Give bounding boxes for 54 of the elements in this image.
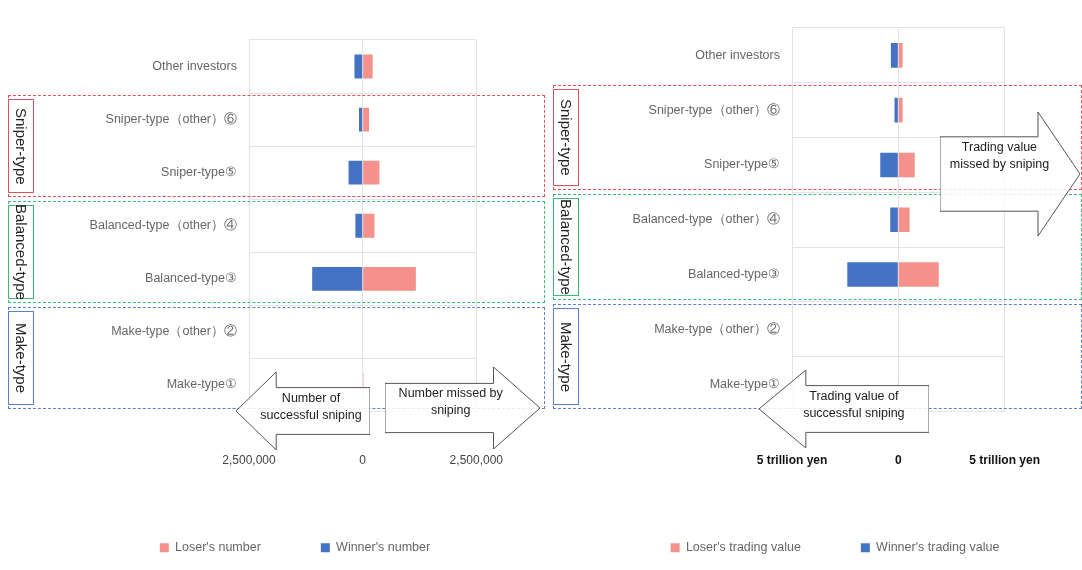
bar [890, 207, 898, 233]
annotation: Trading value of successful sniping [802, 387, 906, 422]
bar [355, 213, 363, 238]
y-tick-label: Make-type① [166, 377, 237, 392]
bar [898, 152, 915, 178]
bar [898, 207, 910, 233]
bar [894, 97, 898, 123]
y-tick-label: Sniper-type（other）⑥ [648, 102, 780, 117]
x-tick-label: 2,500,000 [449, 453, 504, 468]
x-tick-label: 5 trillion yen [969, 453, 1040, 468]
bar [363, 213, 375, 238]
annotation: Trading value missed by sniping [948, 138, 1051, 173]
x-tick-label: 0 [894, 453, 902, 468]
y-tick-label: Make-type（other）② [111, 324, 237, 339]
bar [363, 107, 370, 132]
y-tick-label: Sniper-type⑤ [161, 165, 237, 180]
legend-label: Loser's number [175, 540, 261, 555]
text: Make-type [553, 307, 579, 406]
y-tick-label: Make-type① [709, 376, 780, 391]
y-tick-label: Make-type（other）② [654, 321, 780, 336]
bar [363, 54, 373, 79]
y-tick-label: Sniper-type（other）⑥ [105, 112, 237, 127]
bar [359, 107, 363, 132]
bar [363, 160, 380, 185]
annotation: Number missed by sniping [397, 385, 504, 420]
y-tick-label: Other investors [695, 47, 780, 62]
bar [363, 266, 416, 291]
text: Balanced-type [553, 198, 579, 296]
text: Balanced-type [8, 204, 34, 301]
y-tick-label: Balanced-type③ [688, 266, 780, 281]
bar [880, 152, 898, 178]
bar [847, 262, 898, 287]
bar [354, 54, 363, 79]
legend-label: Loser's trading value [685, 540, 801, 555]
bar [898, 97, 903, 123]
legend-label: Winner's trading value [876, 540, 1000, 555]
y-tick-label: Sniper-type⑤ [704, 157, 780, 172]
x-tick-label: 2,500,000 [222, 453, 277, 468]
y-tick-label: Balanced-type③ [145, 271, 237, 286]
y-tick-label: Balanced-type（other）④ [632, 212, 780, 227]
annotation: Number of successful sniping [259, 389, 363, 424]
y-tick-label: Balanced-type（other）④ [89, 218, 237, 233]
y-tick-label: Other investors [152, 58, 237, 73]
text: Make-type [8, 311, 34, 406]
text: Sniper-type [553, 88, 579, 187]
bar [890, 43, 898, 68]
x-tick-label: 0 [359, 453, 367, 468]
x-tick-label: 5 trillion yen [756, 453, 828, 468]
bar [898, 43, 903, 68]
bar [312, 266, 363, 291]
text: Sniper-type [8, 99, 34, 194]
bar [348, 160, 363, 185]
bar [898, 262, 939, 287]
legend-label: Winner's number [336, 540, 431, 555]
